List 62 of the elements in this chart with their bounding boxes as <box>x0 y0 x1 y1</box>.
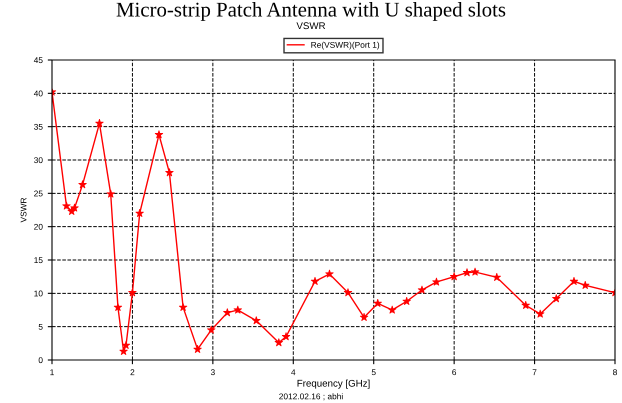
point <box>114 302 122 312</box>
y-tick-label: 30 <box>34 157 43 164</box>
y-tick-label: 15 <box>34 257 43 264</box>
point <box>252 316 261 324</box>
x-tick-label: 8 <box>613 369 617 376</box>
point <box>282 332 290 340</box>
point <box>418 285 426 294</box>
x-tick-label: 7 <box>532 369 536 376</box>
point <box>206 325 216 334</box>
y-tick-label: 35 <box>34 124 43 130</box>
point <box>402 296 412 306</box>
point <box>78 180 87 188</box>
chart-subtitle: VSWR <box>296 22 326 30</box>
chart-title: Micro-strip Patch Antenna with U shaped slots <box>116 2 506 21</box>
point <box>310 276 320 286</box>
point <box>119 346 128 356</box>
point <box>388 305 397 314</box>
point <box>165 168 174 176</box>
point <box>552 294 561 302</box>
point <box>536 309 545 318</box>
x-tick-label: 3 <box>210 369 215 376</box>
point <box>62 201 71 210</box>
y-tick-label: 10 <box>34 290 43 296</box>
y-tick-label: 40 <box>34 90 43 96</box>
point <box>122 340 130 350</box>
text: 2012.02.16 ; abhi <box>279 393 343 400</box>
point <box>344 288 352 296</box>
point <box>193 344 202 354</box>
point <box>128 288 137 296</box>
x-tick-label: 1 <box>50 369 54 376</box>
point <box>135 208 144 218</box>
point <box>450 272 458 280</box>
y-tick-label: 25 <box>34 190 43 196</box>
point <box>521 300 530 310</box>
point <box>274 338 284 346</box>
point <box>570 276 578 286</box>
y-tick-label: 20 <box>34 224 43 230</box>
y-tick-label: 45 <box>34 57 43 64</box>
point <box>223 308 232 316</box>
x-tick-label: 2 <box>130 369 134 376</box>
x-tick-label: 5 <box>372 369 376 376</box>
point <box>373 298 382 308</box>
point <box>325 269 334 278</box>
y-axis-title: VSWR <box>20 198 26 222</box>
point <box>462 268 472 276</box>
point <box>95 118 104 128</box>
point <box>233 305 242 314</box>
point <box>580 280 590 290</box>
point <box>70 203 79 212</box>
point <box>360 312 368 322</box>
x-tick-label: 4 <box>291 369 296 376</box>
x-tick-label: 6 <box>452 369 456 376</box>
x-axis-title: Frequency [GHz] <box>298 380 370 389</box>
point <box>106 189 116 198</box>
point <box>432 277 441 286</box>
point <box>470 267 480 276</box>
y-tick-label: 5 <box>38 324 43 330</box>
legend-label: Re(VSWR)(Port 1) <box>311 42 380 50</box>
point <box>178 302 188 312</box>
point <box>154 130 164 138</box>
point <box>492 272 502 282</box>
y-tick-label: 0 <box>38 357 43 364</box>
